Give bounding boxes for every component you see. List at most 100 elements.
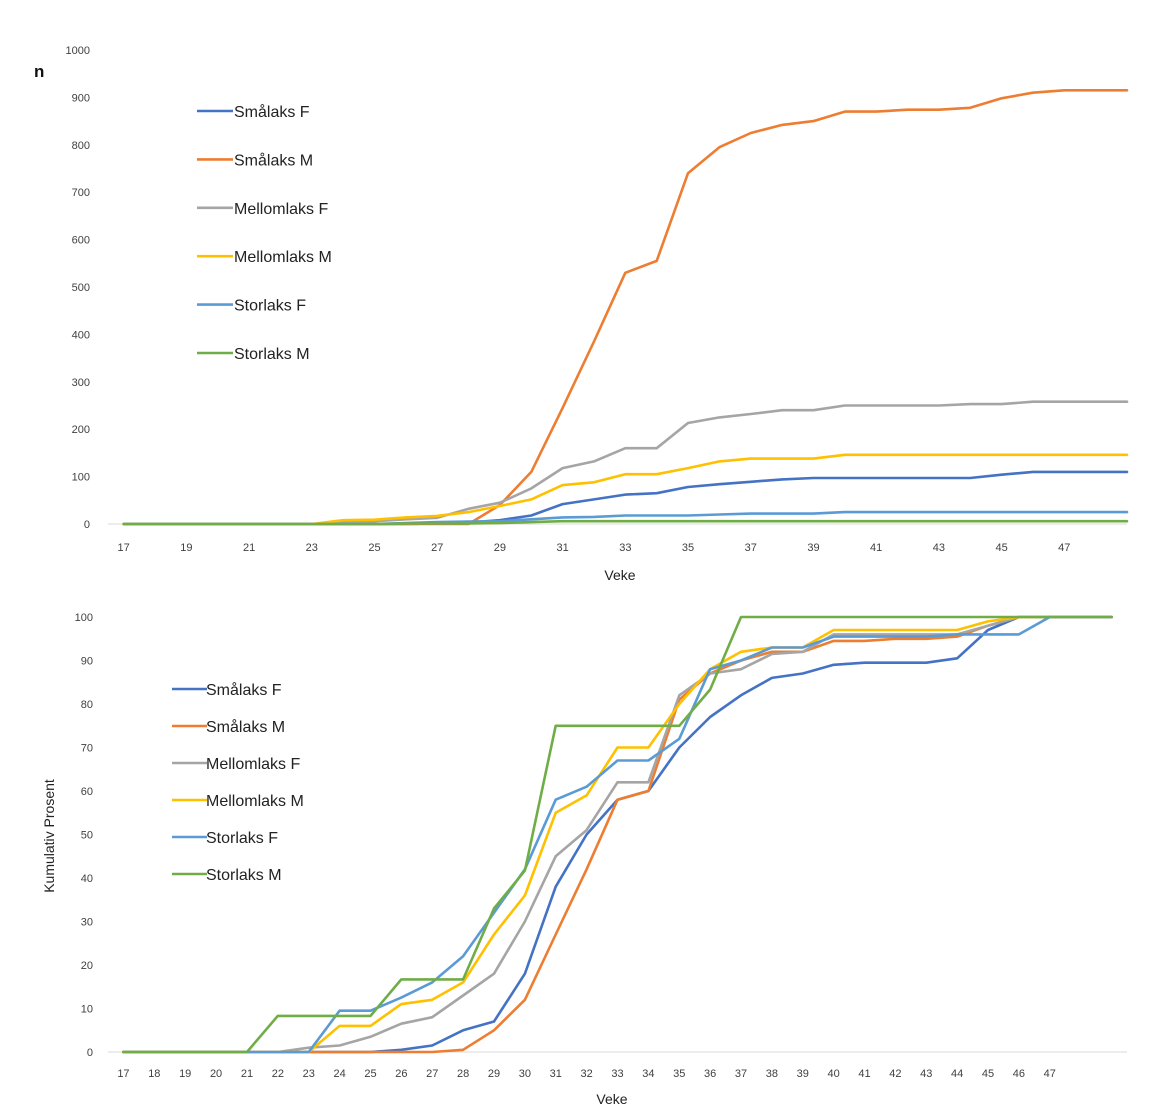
x-tick-label: 27: [431, 542, 443, 554]
chart2-y-axis-label: Kumulativ Prosent: [41, 779, 57, 893]
y-tick-label: 200: [72, 424, 90, 436]
legend-label: Smålaks M: [206, 718, 285, 736]
y-tick-label: 1000: [66, 45, 90, 57]
x-tick-label: 31: [550, 1068, 562, 1080]
x-tick-label: 17: [118, 542, 130, 554]
legend-item: Mellomlaks F: [172, 756, 300, 773]
x-tick-label: 22: [272, 1068, 284, 1080]
y-tick-label: 800: [72, 140, 90, 152]
chart2-y-tick-labels: 0 10 20 30 40 50 60 70 80 90 100: [75, 612, 93, 1059]
chart1-y-axis-label: n: [34, 62, 44, 81]
x-tick-label: 39: [797, 1068, 809, 1080]
y-tick-label: 10: [81, 1004, 93, 1016]
legend-label: Storlaks M: [234, 346, 310, 363]
legend-label: Smålaks F: [206, 681, 282, 699]
series-line: [122, 615, 1113, 1054]
x-tick-label: 17: [117, 1068, 129, 1080]
legend-label: Storlaks M: [206, 867, 282, 884]
x-tick-label: 45: [995, 542, 1007, 554]
x-tick-label: 23: [306, 542, 318, 554]
y-tick-label: 300: [72, 377, 90, 389]
y-tick-label: 900: [72, 92, 90, 104]
y-tick-label: 60: [81, 786, 93, 798]
y-tick-label: 400: [72, 329, 90, 341]
y-tick-label: 30: [81, 917, 93, 929]
chart2-x-tick-labels: 17 18 19 20 21 22 23 24 25 26 27 28 29 30 31 32 33 34 35 36…: [117, 1068, 1056, 1080]
x-tick-label: 33: [619, 542, 631, 554]
x-tick-label: 37: [745, 542, 757, 554]
legend-item: Mellomlaks M: [172, 793, 304, 810]
x-tick-label: 28: [457, 1068, 469, 1080]
x-tick-label: 21: [241, 1068, 253, 1080]
y-tick-label: 100: [72, 472, 90, 484]
legend-item: Smålaks M: [172, 718, 285, 736]
x-tick-label: 41: [870, 542, 882, 554]
x-tick-label: 43: [933, 542, 945, 554]
legend-label: Mellomlaks F: [234, 201, 328, 218]
y-tick-label: 80: [81, 699, 93, 711]
x-tick-label: 39: [807, 542, 819, 554]
y-tick-label: 100: [75, 612, 93, 624]
series-line: [122, 615, 1113, 1054]
x-tick-label: 19: [179, 1068, 191, 1080]
chart1-x-tick-labels: 17 19 21 23 25 27 29 31 33 35 37 39 41 43 45 47: [118, 542, 1071, 554]
x-tick-label: 30: [519, 1068, 531, 1080]
legend-label: Storlaks F: [206, 830, 278, 847]
chart1-legend: Smålaks F Smålaks M Mellomlaks F Mellomlaks…: [197, 103, 332, 363]
series-line: [122, 453, 1129, 526]
x-tick-label: 40: [828, 1068, 840, 1080]
cumulative-count-chart: 0 100 200 300 400 500 600 700 800 900 1000 17 19 21 2…: [34, 45, 1129, 583]
legend-label: Mellomlaks F: [206, 756, 300, 773]
x-tick-label: 24: [333, 1068, 345, 1080]
y-tick-label: 40: [81, 873, 93, 885]
legend-item: Mellomlaks M: [197, 249, 332, 266]
x-tick-label: 21: [243, 542, 255, 554]
x-tick-label: 37: [735, 1068, 747, 1080]
chart2-legend: Smålaks F Smålaks M Mellomlaks F Mellomlaks…: [172, 681, 304, 884]
legend-item: Mellomlaks F: [197, 201, 328, 218]
x-tick-label: 34: [642, 1068, 654, 1080]
legend-label: Smålaks M: [234, 151, 313, 169]
x-tick-label: 20: [210, 1068, 222, 1080]
chart1-series-lines: [122, 89, 1129, 526]
x-tick-label: 45: [982, 1068, 994, 1080]
x-tick-label: 36: [704, 1068, 716, 1080]
legend-label: Storlaks F: [234, 298, 306, 315]
x-tick-label: 32: [580, 1068, 592, 1080]
x-tick-label: 44: [951, 1068, 963, 1080]
x-tick-label: 18: [148, 1068, 160, 1080]
y-tick-label: 0: [84, 519, 90, 531]
x-tick-label: 27: [426, 1068, 438, 1080]
series-line: [122, 400, 1129, 526]
legend-item: Smålaks F: [197, 103, 310, 121]
legend-item: Storlaks F: [197, 298, 306, 315]
x-tick-label: 35: [682, 542, 694, 554]
x-tick-label: 33: [611, 1068, 623, 1080]
x-tick-label: 29: [488, 1068, 500, 1080]
x-tick-label: 41: [858, 1068, 870, 1080]
y-tick-label: 600: [72, 235, 90, 247]
x-tick-label: 29: [494, 542, 506, 554]
legend-label: Mellomlaks M: [234, 249, 332, 266]
chart1-x-axis-label: Veke: [604, 567, 635, 583]
y-tick-label: 20: [81, 960, 93, 972]
legend-label: Smålaks F: [234, 103, 310, 121]
x-tick-label: 42: [889, 1068, 901, 1080]
legend-item: Smålaks F: [172, 681, 282, 699]
x-tick-label: 25: [364, 1068, 376, 1080]
cumulative-percent-chart: 0 10 20 30 40 50 60 70 80 90 100 17 18 19 20 21 22 23 24 2…: [41, 612, 1127, 1107]
x-tick-label: 46: [1013, 1068, 1025, 1080]
x-tick-label: 26: [395, 1068, 407, 1080]
y-tick-label: 70: [81, 743, 93, 755]
x-tick-label: 38: [766, 1068, 778, 1080]
y-tick-label: 500: [72, 282, 90, 294]
chart2-x-axis-label: Veke: [596, 1091, 627, 1107]
x-tick-label: 31: [557, 542, 569, 554]
legend-item: Storlaks M: [172, 867, 282, 884]
legend-label: Mellomlaks M: [206, 793, 304, 810]
chart1-y-tick-labels: 0 100 200 300 400 500 600 700 800 900 1000: [66, 45, 90, 531]
legend-item: Smålaks M: [197, 151, 313, 169]
legend-item: Storlaks F: [172, 830, 278, 847]
x-tick-label: 23: [303, 1068, 315, 1080]
